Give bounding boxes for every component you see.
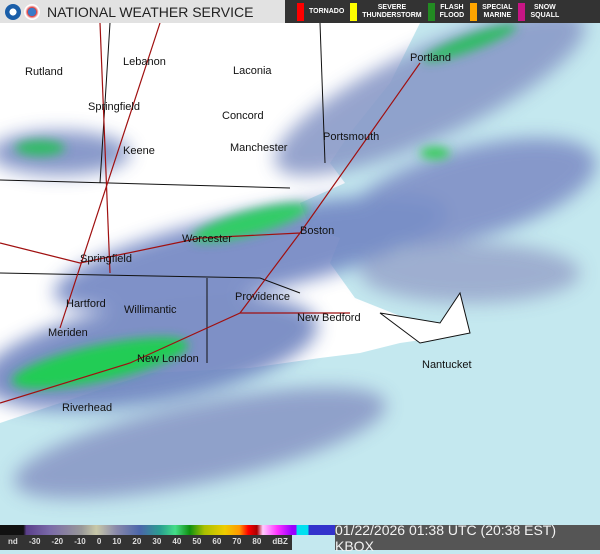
warning-swatch	[518, 2, 526, 21]
state-borders	[0, 22, 326, 363]
city-label: Portsmouth	[323, 131, 380, 143]
highways	[0, 22, 421, 404]
nws-logo	[24, 3, 40, 20]
color-scale	[0, 525, 292, 535]
warning-label: SPECIAL MARINE	[482, 3, 513, 19]
radar-map[interactable]: Rutland Lebanon Laconia Springfield Concord P…	[0, 10, 600, 525]
legend-tick: -30	[28, 537, 41, 546]
radar-echoes	[0, 10, 597, 499]
city-label: Portland	[410, 52, 451, 64]
legend-tick: 70	[232, 537, 242, 546]
city-label: Riverhead	[62, 402, 113, 414]
city-label: Concord	[222, 110, 264, 122]
legend-tick: dBZ	[272, 537, 288, 546]
legend-tick: 80	[252, 537, 262, 546]
legend-tick: 50	[192, 537, 202, 546]
city-label: Providence	[235, 291, 291, 303]
footer: nd -30 -20 -10 0 10 20 30 40 50 60 70 80 dBZ 01/22/20…	[0, 522, 600, 554]
city-label: Rutland	[25, 66, 63, 78]
warning-label: FLASH FLOOD	[439, 3, 465, 19]
header: NATIONAL WEATHER SERVICE TORNADO SEVERE T…	[0, 0, 600, 23]
warning-swatch	[427, 2, 435, 21]
legend-tick: 10	[112, 537, 122, 546]
warning-swatch	[470, 2, 478, 21]
city-label: Springfield	[80, 253, 132, 265]
warning-item: SPECIAL MARINE	[470, 2, 513, 21]
legend-tick: 20	[132, 537, 142, 546]
city-label: Hartford	[66, 298, 106, 310]
warning-item: TORNADO	[297, 2, 345, 21]
warning-label: SNOW SQUALL	[530, 3, 560, 19]
site-title: NATIONAL WEATHER SERVICE	[47, 3, 254, 20]
noaa-logo	[5, 3, 21, 20]
timestamp: 01/22/2026 01:38 UTC (20:38 EST) KBOX	[335, 522, 600, 554]
legend-tick: 60	[212, 537, 222, 546]
city-label: Lebanon	[123, 56, 166, 68]
warning-label: SEVERE THUNDERSTORM	[362, 3, 422, 19]
warning-legend: TORNADO SEVERE THUNDERSTORM FLASH FLOOD SPE…	[285, 0, 600, 23]
radar-map-svg	[0, 10, 597, 499]
radar-heavy-echoes	[11, 24, 518, 389]
legend-tick: 0	[96, 537, 102, 546]
warning-item: FLASH FLOOD	[427, 2, 465, 21]
city-label: Nantucket	[422, 359, 472, 371]
legend-tick: 40	[172, 537, 182, 546]
city-label: Manchester	[230, 142, 288, 154]
warning-label: TORNADO	[309, 7, 345, 15]
color-scale-high	[292, 525, 335, 535]
city-label: Meriden	[48, 327, 88, 339]
brand: NATIONAL WEATHER SERVICE	[0, 0, 285, 23]
warning-item: SNOW SQUALL	[518, 2, 560, 21]
warning-item: SEVERE THUNDERSTORM	[350, 2, 422, 21]
cape-cod	[379, 291, 471, 344]
legend-tick: 30	[152, 537, 162, 546]
warning-swatch	[297, 2, 304, 21]
city-label: Willimantic	[124, 304, 177, 316]
city-label: Worcester	[182, 233, 232, 245]
city-label: New Bedford	[297, 312, 361, 324]
city-label: New London	[137, 353, 199, 365]
city-label: Keene	[123, 145, 155, 157]
city-label: Boston	[300, 225, 335, 237]
city-label: Springfield	[88, 101, 140, 113]
legend-tick: -20	[51, 537, 64, 546]
city-label: Laconia	[233, 65, 272, 77]
legend-tick: -10	[74, 537, 86, 546]
reflectivity-legend: nd -30 -20 -10 0 10 20 30 40 50 60 70 80 dBZ	[0, 525, 335, 550]
legend-tick: nd	[8, 537, 18, 546]
warning-swatch	[350, 2, 358, 21]
